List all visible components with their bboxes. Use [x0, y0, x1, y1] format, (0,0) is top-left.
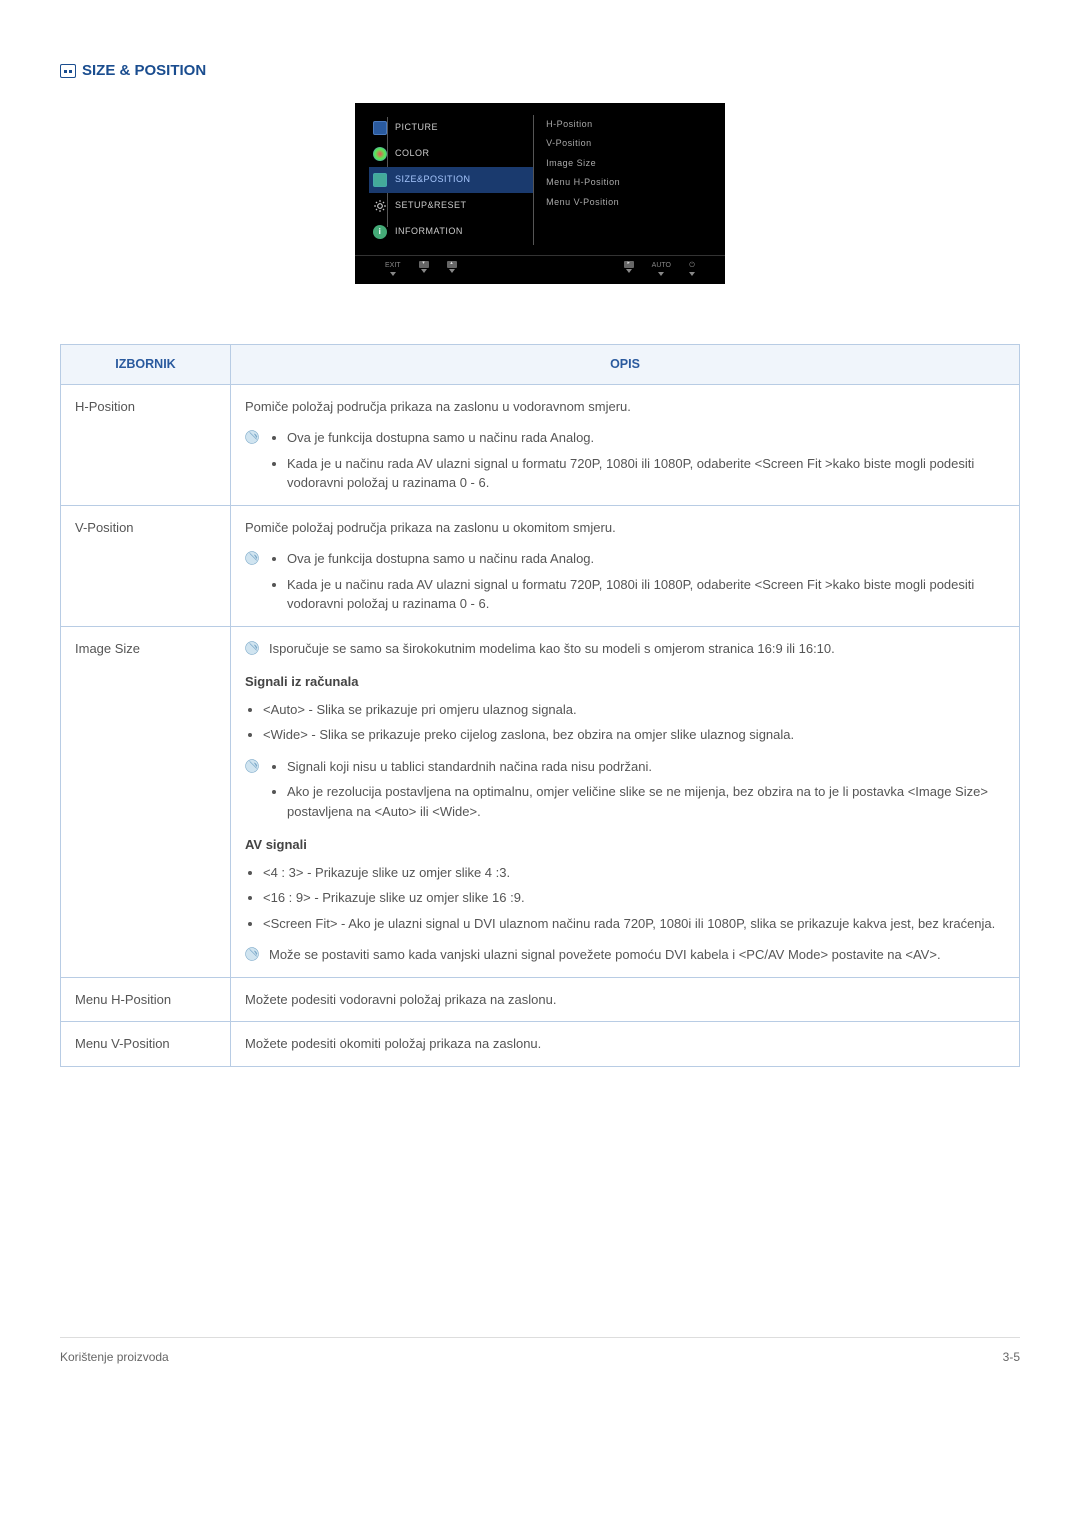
osd-right-item: Image Size	[546, 154, 711, 174]
osd-label: COLOR	[395, 147, 430, 161]
footer-left: Korištenje proizvoda	[60, 1348, 169, 1366]
osd-item-info: i INFORMATION	[369, 219, 533, 245]
osd-right-item: Menu H-Position	[546, 173, 711, 193]
note-icon	[245, 430, 259, 444]
section-title: SIZE & POSITION	[60, 60, 1020, 83]
osd-right-item: V-Position	[546, 134, 711, 154]
table-row: H-Position Pomiče položaj područja prika…	[61, 384, 1020, 505]
osd-item-color: COLOR	[369, 141, 533, 167]
note-item: Ako je rezolucija postavljena na optimal…	[287, 782, 1005, 821]
note-text: Može se postaviti samo kada vanjski ulaz…	[269, 945, 1005, 965]
note-icon	[245, 947, 259, 961]
table-row: Image Size Isporučuje se samo sa širokok…	[61, 626, 1020, 977]
col-header-izbornik: IZBORNIK	[61, 345, 231, 385]
osd-label: SIZE&POSITION	[395, 173, 471, 187]
note-item: Ova je funkcija dostupna samo u načinu r…	[287, 428, 1005, 448]
row-name: Menu H-Position	[61, 977, 231, 1022]
osd-item-sizepos: SIZE&POSITION	[369, 167, 533, 193]
osd-btn-down: ▾	[419, 261, 429, 277]
bullet-item: <4 : 3> - Prikazuje slike uz omjer slike…	[263, 863, 1005, 883]
osd-item-picture: PICTURE	[369, 115, 533, 141]
osd-btn-right: ▸	[624, 261, 634, 277]
desc-text: Pomiče položaj područja prikaza na zaslo…	[245, 397, 1005, 417]
osd-item-setup: SETUP&RESET	[369, 193, 533, 219]
note-item: Kada je u načinu rada AV ulazni signal u…	[287, 454, 1005, 493]
osd-btn-exit: EXIT	[385, 261, 401, 277]
section-title-text: SIZE & POSITION	[82, 60, 206, 83]
osd-screenshot: PICTURE COLOR SIZE&POSITION SETUP&RESET …	[355, 103, 725, 285]
sizepos-icon	[60, 64, 76, 78]
subsection-title: AV signali	[245, 835, 1005, 855]
row-desc: Možete podesiti vodoravni položaj prikaz…	[231, 977, 1020, 1022]
row-name: V-Position	[61, 505, 231, 626]
menu-table: IZBORNIK OPIS H-Position Pomiče položaj …	[60, 344, 1020, 1067]
osd-right-item: H-Position	[546, 115, 711, 135]
note-icon	[245, 759, 259, 773]
row-desc: Isporučuje se samo sa širokokutnim model…	[231, 626, 1020, 977]
bullet-item: <Auto> - Slika se prikazuje pri omjeru u…	[263, 700, 1005, 720]
col-header-opis: OPIS	[231, 345, 1020, 385]
osd-label: INFORMATION	[395, 225, 463, 239]
bullet-item: <Screen Fit> - Ako je ulazni signal u DV…	[263, 914, 1005, 934]
osd-menu-left: PICTURE COLOR SIZE&POSITION SETUP&RESET …	[369, 115, 533, 245]
page-footer: Korištenje proizvoda 3-5	[60, 1337, 1020, 1366]
desc-text: Pomiče položaj područja prikaza na zaslo…	[245, 518, 1005, 538]
note-item: Ova je funkcija dostupna samo u načinu r…	[287, 549, 1005, 569]
picture-icon	[373, 121, 387, 135]
subsection-title: Signali iz računala	[245, 672, 1005, 692]
note-icon	[245, 641, 259, 655]
sizepos-icon	[373, 173, 387, 187]
bullet-item: <16 : 9> - Prikazuje slike uz omjer slik…	[263, 888, 1005, 908]
bullet-item: <Wide> - Slika se prikazuje preko cijelo…	[263, 725, 1005, 745]
note-block: Može se postaviti samo kada vanjski ulaz…	[245, 945, 1005, 965]
osd-menu-right: H-Position V-Position Image Size Menu H-…	[533, 115, 711, 245]
row-name: Menu V-Position	[61, 1022, 231, 1067]
note-icon	[245, 551, 259, 565]
osd-btn-auto: AUTO	[652, 261, 671, 277]
table-row: Menu H-Position Možete podesiti vodoravn…	[61, 977, 1020, 1022]
note-block: Ova je funkcija dostupna samo u načinu r…	[245, 428, 1005, 493]
row-desc: Pomiče položaj područja prikaza na zaslo…	[231, 505, 1020, 626]
gear-icon	[373, 199, 387, 213]
note-block: Ova je funkcija dostupna samo u načinu r…	[245, 549, 1005, 614]
note-item: Signali koji nisu u tablici standardnih …	[287, 757, 1005, 777]
row-name: H-Position	[61, 384, 231, 505]
osd-bottom-bar: EXIT ▾ ▴ ▸ AUTO ⏻	[355, 255, 725, 277]
row-desc: Pomiče položaj područja prikaza na zaslo…	[231, 384, 1020, 505]
color-icon	[373, 147, 387, 161]
osd-btn-up: ▴	[447, 261, 457, 277]
osd-btn-power: ⏻	[689, 261, 695, 277]
table-row: V-Position Pomiče položaj područja prika…	[61, 505, 1020, 626]
note-text: Isporučuje se samo sa širokokutnim model…	[269, 639, 1005, 659]
osd-right-item: Menu V-Position	[546, 193, 711, 213]
footer-right: 3-5	[1003, 1348, 1020, 1366]
note-block: Isporučuje se samo sa širokokutnim model…	[245, 639, 1005, 659]
osd-label: SETUP&RESET	[395, 199, 467, 213]
note-item: Kada je u načinu rada AV ulazni signal u…	[287, 575, 1005, 614]
osd-label: PICTURE	[395, 121, 438, 135]
table-row: Menu V-Position Možete podesiti okomiti …	[61, 1022, 1020, 1067]
row-name: Image Size	[61, 626, 231, 977]
row-desc: Možete podesiti okomiti položaj prikaza …	[231, 1022, 1020, 1067]
note-block: Signali koji nisu u tablici standardnih …	[245, 757, 1005, 822]
info-icon: i	[373, 225, 387, 239]
